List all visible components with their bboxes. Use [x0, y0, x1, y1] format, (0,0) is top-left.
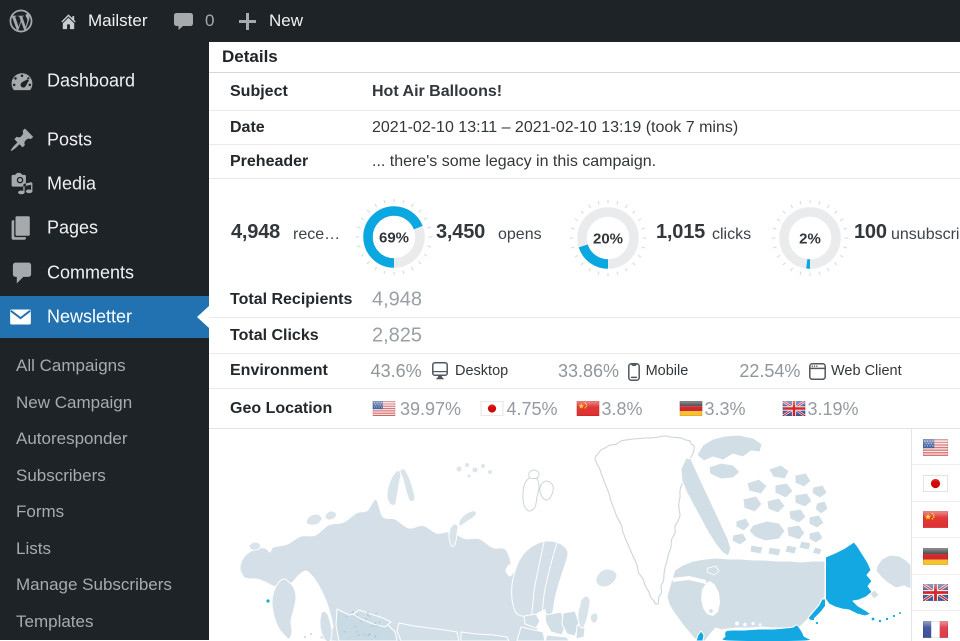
svg-text:2%: 2% — [799, 231, 821, 248]
svg-text:20%: 20% — [593, 231, 623, 248]
svg-text:69%: 69% — [379, 230, 409, 247]
